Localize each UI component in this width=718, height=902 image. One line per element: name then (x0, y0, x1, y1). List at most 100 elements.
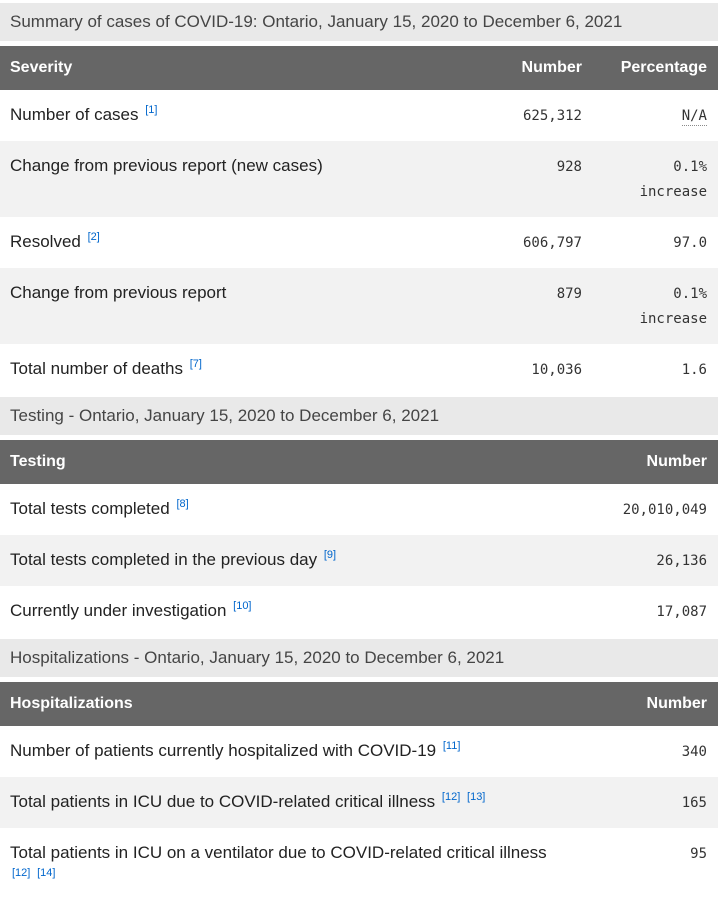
row-label-cell: Total tests completed [8] (0, 484, 568, 535)
footnote-sup: [13] (467, 791, 485, 803)
report-section: Summary of cases of COVID-19: Ontario, J… (0, 3, 718, 395)
column-header: Hospitalizations (0, 682, 568, 726)
number-cell: 879 (556, 286, 582, 302)
section-title: Hospitalizations - Ontario, January 15, … (0, 639, 718, 677)
number-cell: 340 (681, 744, 707, 760)
row-label: Total patients in ICU on a ventilator du… (10, 843, 547, 862)
table-row: Resolved [2] 606,797 97.0 (0, 217, 718, 268)
footnote-sup: [9] (324, 549, 336, 561)
footnote-sup: [11] (443, 740, 461, 752)
footnote-sup: [12] (442, 791, 460, 803)
table-row: Total patients in ICU on a ventilator du… (0, 828, 718, 902)
footnote-sup: [1] (145, 104, 157, 116)
column-header: Number (568, 682, 718, 726)
row-label-cell: Number of patients currently hospitalize… (0, 726, 568, 777)
percentage-value: 97.0 (673, 235, 707, 251)
number-cell: 10,036 (531, 362, 582, 378)
header-row: Severity Number Percentage (0, 46, 718, 90)
percentage-value: 1.6 (681, 362, 707, 378)
footnote-link[interactable]: [7] (189, 358, 202, 370)
row-label: Number of patients currently hospitalize… (10, 741, 437, 760)
percentage-cell: N/A (593, 90, 718, 141)
table-row: Total tests completed [8] 20,010,049 (0, 484, 718, 535)
qualifier-text: increase (639, 184, 707, 200)
footnote-sup: [8] (176, 498, 188, 510)
data-table: Severity Number Percentage Number of cases… (0, 46, 718, 395)
table-row: Number of cases [1] 625,312 N/A (0, 90, 718, 141)
row-label: Total tests completed (10, 499, 170, 518)
section-title: Testing - Ontario, January 15, 2020 to D… (0, 397, 718, 435)
percentage-value: 0.1% (673, 286, 707, 302)
section-title: Summary of cases of COVID-19: Ontario, J… (0, 3, 718, 41)
report-section: Testing - Ontario, January 15, 2020 to D… (0, 397, 718, 637)
table-row: Change from previous report (new cases) 9… (0, 141, 718, 217)
row-label: Total tests completed in the previous da… (10, 550, 318, 569)
table-row: Total tests completed in the previous da… (0, 535, 718, 586)
table-head: Hospitalizations Number (0, 682, 718, 726)
column-header: Severity (0, 46, 443, 90)
percentage-cell: 0.1% increase (593, 141, 718, 217)
table-head: Severity Number Percentage (0, 46, 718, 90)
percentage-cell: 1.6 (593, 344, 718, 395)
percentage-value: 0.1% (673, 159, 707, 175)
number-cell: 625,312 (522, 108, 582, 124)
data-table: Hospitalizations Number Number of patient… (0, 682, 718, 902)
table-row: Currently under investigation [10] 17,087 (0, 586, 718, 637)
row-label-cell: Total tests completed in the previous da… (0, 535, 568, 586)
row-label: Total number of deaths (10, 359, 183, 378)
column-header: Testing (0, 440, 568, 484)
footnote-link[interactable]: [13] (467, 791, 486, 803)
row-label: Resolved (10, 232, 81, 251)
data-table: Testing Number Total tests completed [8] 2… (0, 440, 718, 637)
table-body: Total tests completed [8] 20,010,049 Total… (0, 484, 718, 637)
footnote-link[interactable]: [1] (145, 104, 158, 116)
footnote-link[interactable]: [12] (441, 791, 461, 803)
footnote-link[interactable]: [12] (12, 867, 31, 879)
row-label: Change from previous report (new cases) (10, 156, 323, 175)
table-body: Number of patients currently hospitalize… (0, 726, 718, 902)
table-row: Number of patients currently hospitalize… (0, 726, 718, 777)
column-header: Number (443, 46, 593, 90)
header-row: Testing Number (0, 440, 718, 484)
row-label-cell: Total patients in ICU due to COVID-relat… (0, 777, 568, 828)
column-header: Number (568, 440, 718, 484)
footnote-sup: [10] (233, 600, 251, 612)
percentage-cell: 97.0 (593, 217, 718, 268)
number-cell: 95 (690, 846, 707, 862)
footnote-link[interactable]: [10] (233, 600, 252, 612)
number-cell: 17,087 (656, 604, 707, 620)
header-row: Hospitalizations Number (0, 682, 718, 726)
table-row: Total number of deaths [7] 10,036 1.6 (0, 344, 718, 395)
number-cell: 928 (556, 159, 582, 175)
row-label: Total patients in ICU due to COVID-relat… (10, 792, 436, 811)
number-cell: 26,136 (656, 553, 707, 569)
row-label-cell: Total number of deaths [7] (0, 344, 443, 395)
footnote-link[interactable]: [8] (176, 498, 189, 510)
report-section: Hospitalizations - Ontario, January 15, … (0, 639, 718, 902)
footnote-link[interactable]: [11] (442, 740, 461, 752)
row-label: Number of cases (10, 105, 139, 124)
table-row: Change from previous report 879 0.1% increa… (0, 268, 718, 344)
footnote-link[interactable]: [9] (323, 549, 337, 561)
row-label-cell: Change from previous report (0, 268, 443, 344)
covid-summary-report: Summary of cases of COVID-19: Ontario, J… (0, 3, 718, 902)
table-row: Total patients in ICU due to COVID-relat… (0, 777, 718, 828)
table-body: Number of cases [1] 625,312 N/A Change from… (0, 90, 718, 395)
row-label-cell: Number of cases [1] (0, 90, 443, 141)
footnote-sup: [14] (37, 867, 55, 879)
table-head: Testing Number (0, 440, 718, 484)
qualifier-text: increase (639, 311, 707, 327)
number-cell: 165 (681, 795, 707, 811)
row-label-cell: Resolved [2] (0, 217, 443, 268)
footnote-sup: [2] (88, 231, 100, 243)
column-header: Percentage (593, 46, 718, 90)
footnote-sup: [7] (190, 358, 202, 370)
row-label: Change from previous report (10, 283, 227, 302)
row-label-cell: Total patients in ICU on a ventilator du… (0, 828, 568, 902)
number-cell: 606,797 (522, 235, 582, 251)
row-label-cell: Change from previous report (new cases) (0, 141, 443, 217)
footnote-link[interactable]: [2] (87, 231, 100, 243)
percentage-cell: 0.1% increase (593, 268, 718, 344)
footnote-link[interactable]: [14] (37, 867, 56, 879)
row-label: Currently under investigation (10, 601, 227, 620)
